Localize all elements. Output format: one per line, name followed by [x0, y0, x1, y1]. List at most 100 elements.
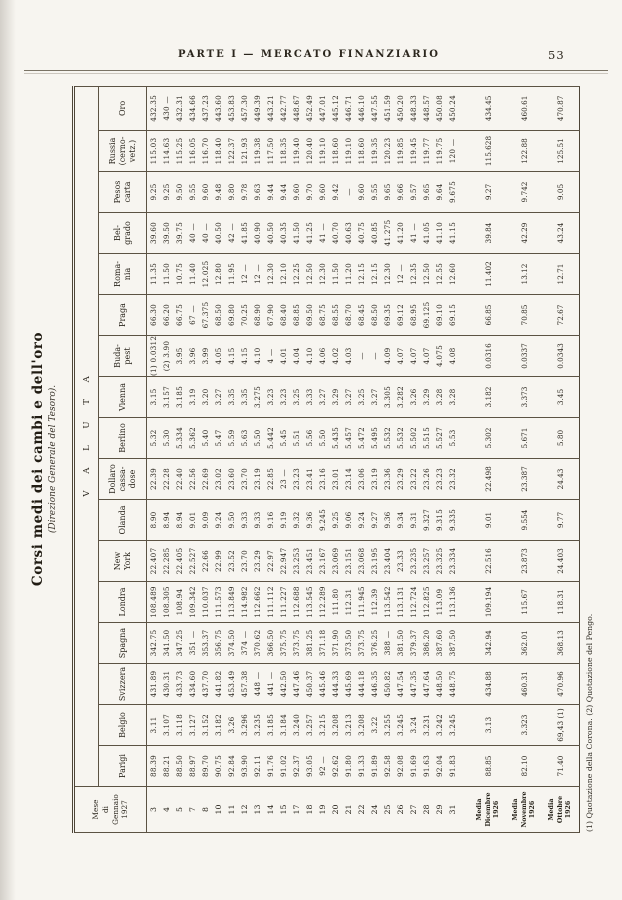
value-cell-londra: 112.724: [407, 581, 420, 623]
value-cell-olanda: 9.16: [264, 499, 277, 541]
value-cell-dollaro-cassa-dose: 22.56: [186, 458, 199, 500]
value-cell-olanda: 9.34: [394, 499, 407, 541]
day-row-5: 5 88.50 3.118 433.73 347.25 108.94 22.405 8.94 2…: [173, 86, 186, 833]
value-cell-russia: 120 —: [446, 130, 459, 172]
value-cell-pesos-carta: 9.25: [160, 171, 173, 213]
value-cell-spagna: 347.25: [173, 622, 186, 664]
value-cell-parigi: 91.63: [420, 745, 433, 787]
media-value-cell-vienna: 3.45: [543, 376, 579, 418]
value-cell-vienna: 3.27: [316, 376, 329, 418]
value-cell-praga: 69.10: [433, 294, 446, 336]
value-cell-russia: 115.25: [173, 130, 186, 172]
value-cell-belgrado: 41 —: [407, 212, 420, 254]
day-label: 24: [368, 786, 381, 833]
value-cell-oro: 446.10: [355, 86, 368, 131]
value-cell-parigi: 92.84: [225, 745, 238, 787]
value-cell-belgrado: 41.05: [420, 212, 433, 254]
column-header-parigi: Parigi: [98, 745, 147, 787]
value-cell-oro: 430 —: [160, 86, 173, 131]
spacer-cell: [459, 335, 471, 377]
value-cell-berlino: 5.50: [316, 417, 329, 459]
column-header-oro: Oro: [98, 86, 147, 131]
value-cell-oro: 445.12: [329, 86, 342, 131]
value-cell-dollaro-cassa-dose: 23.26: [420, 458, 433, 500]
value-cell-svizzera: 447.46: [290, 663, 303, 705]
value-cell-belgio: 3.208: [329, 704, 342, 746]
value-cell-russia: 119.45: [407, 130, 420, 172]
value-cell-belgio: 3.215: [316, 704, 329, 746]
day-label: 28: [420, 786, 433, 833]
media-row-2: Media Ottobre 1926 71.40 69,43 (1) 470.96 368…: [543, 86, 579, 833]
value-cell-spagna: 371.18: [316, 622, 329, 664]
value-cell-new-york: 23.069: [329, 540, 342, 582]
day-label: 26: [394, 786, 407, 833]
value-cell-londra: 109.342: [186, 581, 199, 623]
value-cell-olanda: 9.245: [316, 499, 329, 541]
value-cell-berlino: 5.50: [251, 417, 264, 459]
media-value-cell-belgio: 3.323: [507, 704, 543, 746]
header-rule-secondary: [24, 73, 608, 74]
value-cell-londra: 112.39: [368, 581, 381, 623]
spacer-cell: [459, 376, 471, 418]
value-cell-londra: 113.131: [394, 581, 407, 623]
value-cell-olanda: 8.90: [146, 499, 160, 541]
media-value-cell-oro: 470.87: [543, 86, 579, 131]
spacer-cell: [459, 663, 471, 705]
value-cell-pesos-carta: 9.44: [264, 171, 277, 213]
value-cell-parigi: 88.97: [186, 745, 199, 787]
value-cell-spagna: 371.90: [329, 622, 342, 664]
value-cell-olanda: 9.27: [368, 499, 381, 541]
table-subtitle: (Direzione Generale del Tesoro).: [48, 384, 58, 534]
value-cell-budapest: 4.10: [303, 335, 316, 377]
column-header-dollaro-cassa-dose: Dollaro cassa-dose: [98, 458, 147, 500]
value-cell-parigi: 91.76: [264, 745, 277, 787]
day-row-21: 21 91.80 3.213 445.69 373.50 112.31 23.151 9.06…: [342, 86, 355, 833]
day-label: 7: [186, 786, 199, 833]
value-cell-new-york: 23.235: [407, 540, 420, 582]
value-cell-parigi: 89.70: [199, 745, 212, 787]
value-cell-parigi: 90.75: [212, 745, 225, 787]
value-cell-dollaro-cassa-dose: 23.14: [342, 458, 355, 500]
value-cell-oro: 450.20: [394, 86, 407, 131]
value-cell-vienna: 3.23: [264, 376, 277, 418]
value-cell-dollaro-cassa-dose: 23.16: [316, 458, 329, 500]
value-cell-russia: 116.70: [199, 130, 212, 172]
table-title: Corsi medi dei cambi e dell'oro: [30, 331, 46, 587]
spacer-cell: [459, 253, 471, 295]
value-cell-berlino: 5.532: [381, 417, 394, 459]
value-cell-budapest: 4.08: [446, 335, 459, 377]
value-cell-dollaro-cassa-dose: 23.01: [329, 458, 342, 500]
value-cell-berlino: 5.435: [329, 417, 342, 459]
value-cell-olanda: 9.33: [238, 499, 251, 541]
value-cell-olanda: 9.24: [355, 499, 368, 541]
value-cell-belgrado: 41 —: [316, 212, 329, 254]
value-cell-praga: 68.70: [342, 294, 355, 336]
column-header-new-york: New York: [98, 540, 147, 582]
value-cell-romania: 11.50: [329, 253, 342, 295]
value-cell-budapest: 4.02: [329, 335, 342, 377]
value-cell-praga: 68.90: [251, 294, 264, 336]
value-cell-berlino: 5.362: [186, 417, 199, 459]
value-cell-olanda: 9.33: [251, 499, 264, 541]
spacer-cell: [459, 581, 471, 623]
media-value-cell-olanda: 9.554: [507, 499, 543, 541]
value-cell-belgrado: 39.75: [173, 212, 186, 254]
value-cell-berlino: 5.502: [407, 417, 420, 459]
value-cell-spagna: 370.62: [251, 622, 264, 664]
value-cell-belgrado: 40.70: [329, 212, 342, 254]
day-label: 8: [199, 786, 212, 833]
value-cell-dollaro-cassa-dose: 23.70: [238, 458, 251, 500]
value-cell-parigi: 92.58: [381, 745, 394, 787]
value-cell-berlino: 5.40: [199, 417, 212, 459]
value-cell-berlino: 5.457: [342, 417, 355, 459]
value-cell-berlino: 5.442: [264, 417, 277, 459]
value-cell-romania: 11.20: [342, 253, 355, 295]
day-row-29: 29 92.04 3.242 448.50 387.60 113.09 23.325 9.31…: [433, 86, 446, 833]
value-cell-vienna: 3.28: [446, 376, 459, 418]
value-cell-belgio: 3.240: [290, 704, 303, 746]
value-cell-berlino: 5.527: [433, 417, 446, 459]
value-cell-praga: 68.40: [277, 294, 290, 336]
value-cell-berlino: 5.56: [303, 417, 316, 459]
value-cell-pesos-carta: 9.65: [420, 171, 433, 213]
value-cell-russia: 119.40: [290, 130, 303, 172]
